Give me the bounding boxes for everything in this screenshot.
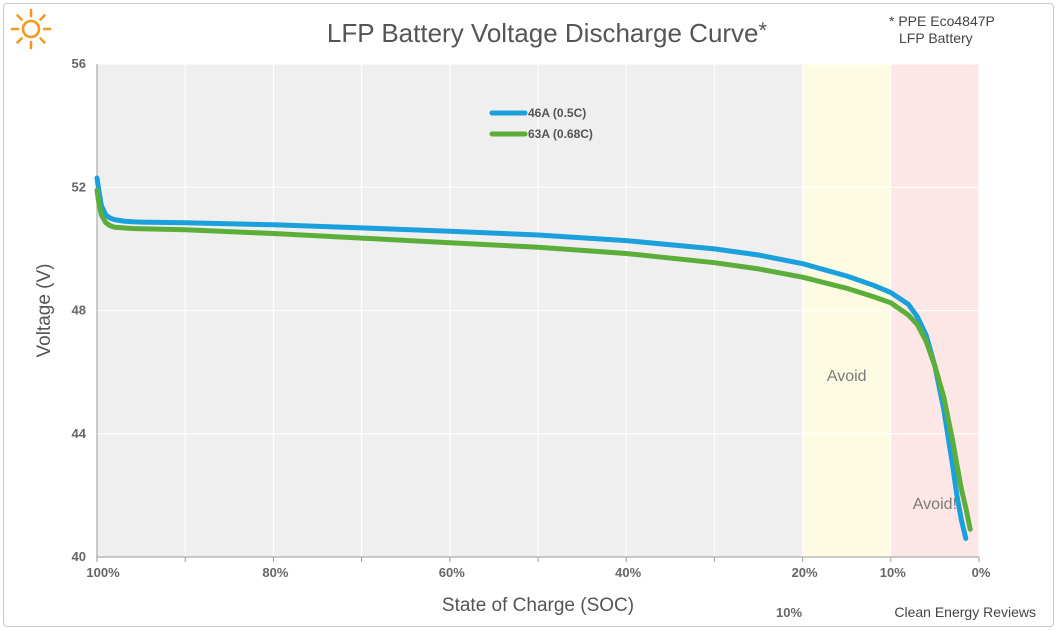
x-extra-label: 10% — [776, 605, 802, 620]
battery-note: * PPE Eco4847P LFP Battery — [889, 13, 1029, 47]
legend-label: 63A (0.68C) — [528, 127, 593, 141]
region-label: Avoid! — [913, 496, 957, 513]
y-tick-label: 40 — [72, 549, 86, 564]
x-tick-label: 10% — [880, 565, 906, 580]
credit-text: Clean Energy Reviews — [894, 604, 1036, 620]
y-tick-label: 52 — [72, 179, 86, 194]
x-tick-label: 40% — [615, 565, 641, 580]
legend-label: 46A (0.5C) — [528, 106, 586, 120]
battery-note-line2: LFP Battery — [899, 30, 973, 46]
series-line-63a — [94, 187, 973, 532]
battery-note-line1: * PPE Eco4847P — [889, 13, 995, 29]
chart-title-text: LFP Battery Voltage Discharge Curve — [326, 18, 759, 48]
x-axis-title: State of Charge (SOC) — [442, 595, 634, 616]
x-tick-label: 100% — [86, 565, 120, 580]
chart-title-mark: * — [758, 18, 768, 43]
y-tick-label: 44 — [72, 426, 87, 441]
chart-title: LFP Battery Voltage Discharge Curve* — [0, 18, 1057, 49]
sun-icon — [10, 8, 52, 50]
x-tick-label: 0% — [972, 565, 991, 580]
x-tick-label: 80% — [262, 565, 288, 580]
x-tick-label: 60% — [439, 565, 465, 580]
y-tick-label: 48 — [72, 303, 86, 318]
y-tick-label: 56 — [72, 56, 86, 71]
region-label: Avoid — [827, 368, 867, 385]
y-axis-title: Voltage (V) — [34, 264, 55, 358]
x-tick-label: 20% — [792, 565, 818, 580]
